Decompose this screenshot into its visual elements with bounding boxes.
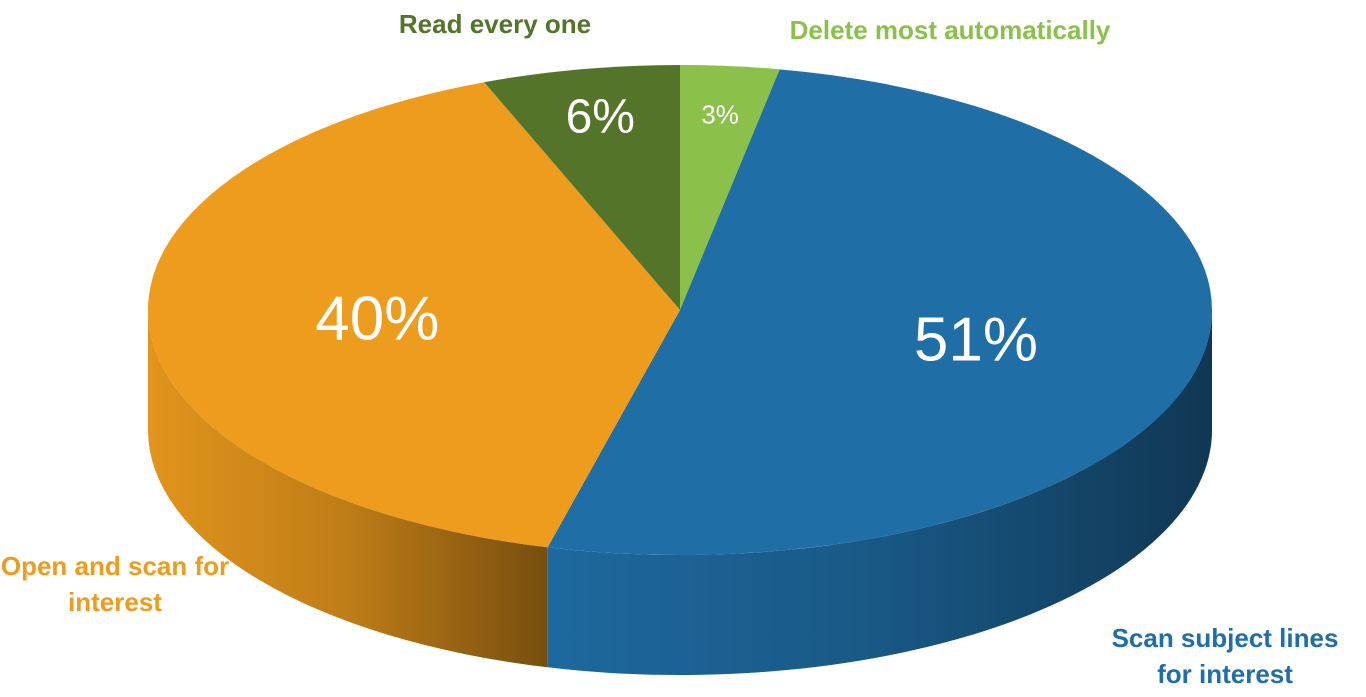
value-label: 40% bbox=[315, 284, 440, 354]
category-label: Delete most automatically bbox=[789, 15, 1111, 45]
category-label: Open and scan for interest bbox=[0, 551, 230, 617]
category-label: Scan subject lines for interest bbox=[1111, 623, 1339, 689]
slice bbox=[484, 65, 680, 310]
slice bbox=[547, 69, 1213, 556]
value-label: 51% bbox=[913, 305, 1038, 375]
slice-side-shade bbox=[547, 310, 1212, 675]
slice bbox=[680, 65, 780, 310]
category-label: Read every one bbox=[398, 9, 592, 39]
value-label: 6% bbox=[565, 90, 635, 144]
value-label: 3% bbox=[701, 99, 739, 130]
slice-side-shade bbox=[148, 310, 548, 668]
slice bbox=[148, 82, 680, 548]
